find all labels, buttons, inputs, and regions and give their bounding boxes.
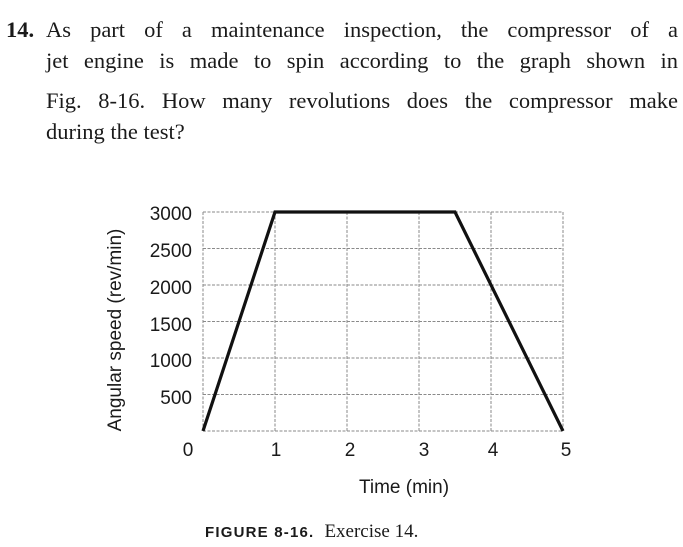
problem-line-4: during the test?	[46, 119, 185, 144]
y-tick-1000: 1000	[149, 351, 192, 372]
x-tick-5: 5	[560, 440, 572, 461]
problem-line-2: jet engine is made to spin according to …	[46, 48, 678, 73]
y-axis-label: Angular speed (rev/min)	[105, 228, 126, 432]
figure-caption: FIGURE 8-16. Exercise 14.	[205, 521, 418, 543]
x-tick-4: 4	[487, 440, 499, 461]
y-tick-2000: 2000	[149, 278, 192, 299]
y-tick-2500: 2500	[149, 241, 192, 262]
x-tick-2: 2	[344, 440, 356, 461]
y-tick-500: 500	[160, 388, 192, 409]
x-axis-label: Time (min)	[358, 477, 450, 498]
y-tick-3000: 3000	[149, 204, 192, 225]
x-tick-3: 3	[418, 440, 430, 461]
x-tick-1: 1	[270, 440, 282, 461]
data-line	[201, 210, 565, 432]
x-tick-0: 0	[182, 440, 194, 461]
y-tick-1500: 1500	[149, 315, 192, 336]
figure-label: FIGURE 8-16.	[205, 524, 315, 541]
problem-line-1: As part of a maintenance inspection, the…	[46, 17, 678, 42]
figure-caption-text: Exercise 14.	[324, 521, 419, 542]
problem-line-3: Fig. 8-16. How many revolutions does the…	[46, 88, 678, 113]
problem-number: 14.	[6, 17, 35, 42]
